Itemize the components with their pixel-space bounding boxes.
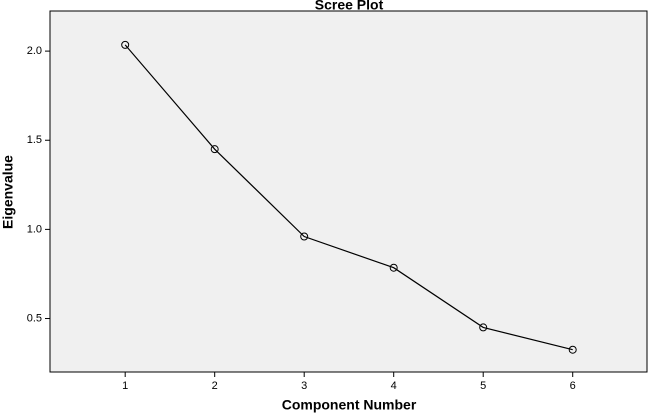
x-tick-label: 1 <box>122 380 128 392</box>
chart-title: Scree Plot <box>315 0 384 13</box>
plot-area <box>49 10 648 373</box>
point <box>568 345 577 354</box>
point <box>479 323 488 332</box>
x-tick-label: 4 <box>391 380 397 392</box>
line <box>124 44 573 351</box>
y-tick-label: 1.5 <box>27 134 42 146</box>
x-tick-label: 6 <box>570 380 576 392</box>
y-tick-label: 1.0 <box>27 223 42 235</box>
point <box>210 145 219 154</box>
x-axis-label: Component Number <box>282 397 417 413</box>
y-tick-label: 2.0 <box>27 45 42 57</box>
x-tick-label: 3 <box>301 380 307 392</box>
point <box>300 232 309 241</box>
point <box>121 40 130 49</box>
y-axis-label: Eigenvalue <box>0 155 16 229</box>
x-tick-label: 5 <box>480 380 486 392</box>
x-tick-label: 2 <box>212 380 218 392</box>
point <box>389 263 398 272</box>
y-tick-label: 0.5 <box>27 312 42 324</box>
